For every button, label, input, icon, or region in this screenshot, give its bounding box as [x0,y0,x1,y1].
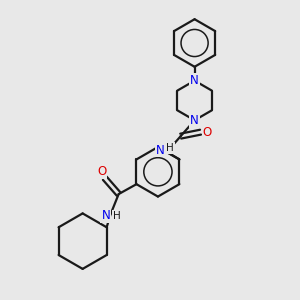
Text: H: H [113,211,121,221]
Text: N: N [101,209,110,222]
Text: O: O [203,126,212,139]
Text: O: O [97,165,106,178]
Text: N: N [155,143,164,157]
Text: N: N [190,114,199,127]
Text: N: N [190,74,199,87]
Text: H: H [166,143,174,153]
